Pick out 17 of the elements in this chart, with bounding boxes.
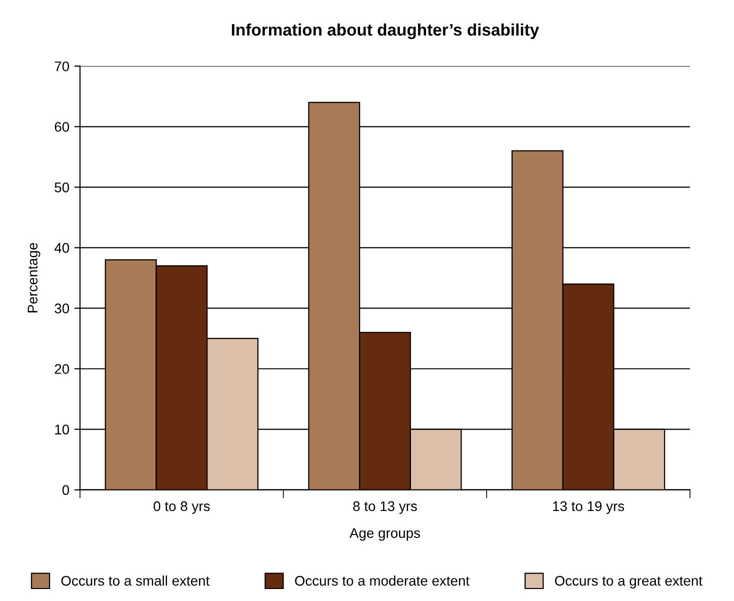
y-tick-label: 0: [62, 485, 70, 495]
x-tick-label: 0 to 8 yrs: [154, 501, 210, 514]
y-axis-title: Percentage: [28, 243, 40, 312]
y-tick-label: 40: [54, 243, 70, 253]
x-tick-label: 8 to 13 yrs: [353, 501, 417, 514]
legend-label: Occurs to a moderate extent: [295, 576, 470, 586]
legend-label: Occurs to a small extent: [61, 576, 210, 586]
legend-label: Occurs to a great extent: [554, 576, 702, 588]
y-tick-label: 30: [54, 304, 70, 314]
y-tick-label: 50: [54, 182, 70, 192]
y-tick-label: 70: [54, 61, 70, 72]
x-tick-label: 13 to 19 yrs: [553, 501, 624, 514]
y-tick-label: 10: [55, 424, 70, 434]
x-axis-title: Age groups: [349, 528, 420, 541]
y-tick-label: 20: [54, 364, 70, 374]
y-tick-label: 60: [54, 122, 70, 132]
chart-title: Information about daughter’s disability: [232, 23, 540, 40]
